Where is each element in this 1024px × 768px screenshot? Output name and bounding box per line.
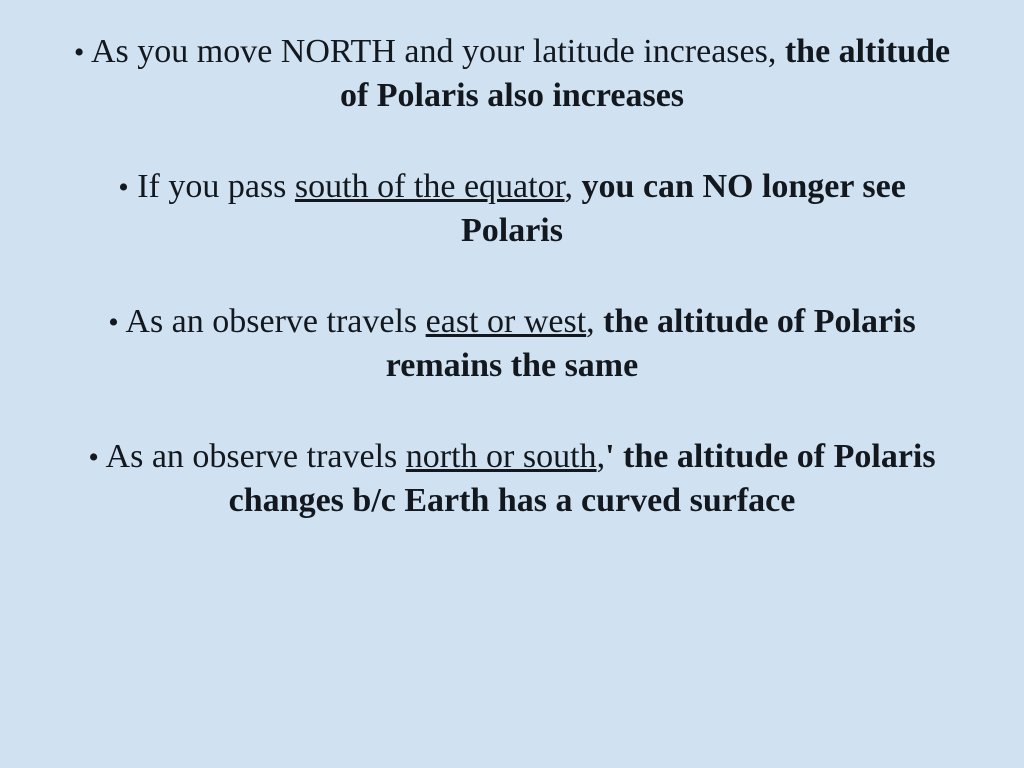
bullet-2: • If you pass south of the equator, you … bbox=[70, 165, 954, 252]
bullet-2-seg-2: , bbox=[565, 168, 582, 205]
bullet-dot-icon: • bbox=[118, 171, 129, 204]
bullet-dot-icon: • bbox=[88, 441, 99, 474]
bullet-2-seg-0: If you pass bbox=[137, 168, 295, 205]
bullet-4-seg-0: As an observe travels bbox=[106, 438, 406, 475]
bullet-4: • As an observe travels north or south,'… bbox=[70, 435, 954, 522]
bullet-3: • As an observe travels east or west, th… bbox=[70, 300, 954, 387]
bullet-dot-icon: • bbox=[108, 306, 119, 339]
slide-content: • As you move NORTH and your latitude in… bbox=[0, 0, 1024, 768]
bullet-1: • As you move NORTH and your latitude in… bbox=[70, 30, 954, 117]
bullet-3-seg-2: , bbox=[586, 303, 603, 340]
bullet-2-seg-1: south of the equator bbox=[295, 168, 565, 205]
bullet-1-seg-0: As you move NORTH and your latitude incr… bbox=[91, 33, 785, 70]
bullet-4-seg-1: north or south bbox=[406, 438, 597, 475]
bullet-3-seg-0: As an observe travels bbox=[125, 303, 425, 340]
bullet-dot-icon: • bbox=[74, 36, 85, 69]
bullet-3-seg-1: east or west bbox=[426, 303, 587, 340]
bullet-4-seg-2: , bbox=[597, 438, 606, 475]
